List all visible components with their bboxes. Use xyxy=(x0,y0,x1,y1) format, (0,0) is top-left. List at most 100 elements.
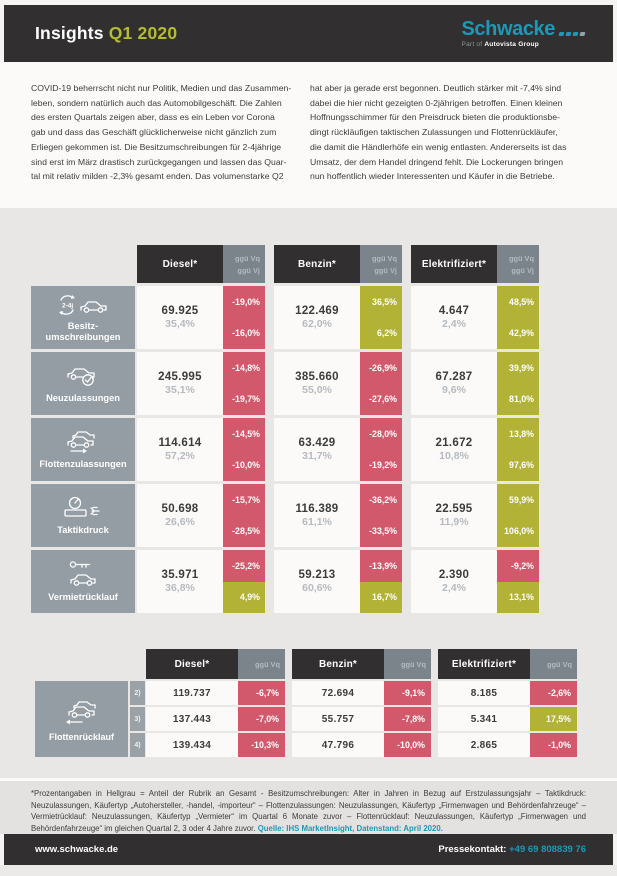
elektro-value-cell: 8.185 xyxy=(438,681,530,705)
page-title-main: Insights xyxy=(35,23,104,43)
row-number-badge: 4) xyxy=(130,733,145,757)
table2-header: Diesel* ggü Vq Benzin* ggü Vq Elektrifiz… xyxy=(146,649,617,679)
column-subheader-benzin: ggü Vq ggü Vj xyxy=(360,245,402,283)
benzin-value-cell: 116.389 61,1% xyxy=(274,484,360,547)
website-link[interactable]: www.schwacke.de xyxy=(35,844,119,855)
new-registration-icon xyxy=(67,368,95,387)
tactical-pressure-icon xyxy=(64,497,100,517)
source-note: Quelle: IHS MarketInsight, Datenstand: A… xyxy=(257,824,443,834)
schwacke-logo: Schwacke Part of Autovista Group xyxy=(461,18,586,48)
elektro-change-cell: 17,5% xyxy=(530,707,577,731)
elektro-change-cell: -1,0% xyxy=(530,733,577,757)
diesel-change-cell: -14,5% -10,0% xyxy=(223,418,265,481)
column-subheader-diesel: ggü Vq ggü Vj xyxy=(223,245,265,283)
benzin-change-cell: -26,9% -27,6% xyxy=(360,352,402,415)
elektro-value-cell: 5.341 xyxy=(438,707,530,731)
elektro-value-cell: 2.865 xyxy=(438,733,530,757)
diesel-value-cell: 69.925 35,4% xyxy=(137,286,223,349)
fleet-return-icon xyxy=(65,700,96,724)
tables-section: Diesel* ggü Vq ggü Vj Benzin* ggü Vq ggü… xyxy=(0,208,617,778)
brand-wordmark: Schwacke xyxy=(461,18,555,40)
elektro-value-cell: 21.672 10,8% xyxy=(411,418,497,481)
row-number-badge: 2) xyxy=(130,681,145,705)
elektro-change-cell: 59,9% 106,0% xyxy=(497,484,539,547)
diesel-value-cell: 139.434 xyxy=(146,733,238,757)
footnote-section: *Prozentangaben in Hellgrau = Anteil der… xyxy=(0,778,617,834)
table-row: Flottenzulassungen 114.614 57,2% -14,5% … xyxy=(31,418,617,481)
phone-link[interactable]: +49 69 808839 76 xyxy=(509,844,586,855)
benzin-change-cell: 36,5% 6,2% xyxy=(360,286,402,349)
table-row: 3) 137.443 -7,0% 55.757 -7,8% 5.341 17,5… xyxy=(130,707,584,731)
benzin-value-cell: 385.660 55,0% xyxy=(274,352,360,415)
benzin-value-cell: 122.469 62,0% xyxy=(274,286,360,349)
table-row: 4) 139.434 -10,3% 47.796 -10,0% 2.865 -1… xyxy=(130,733,584,757)
column-header-benzin: Benzin* xyxy=(292,649,384,679)
table-row: 2) 119.737 -6,7% 72.694 -9,1% 8.185 -2,6… xyxy=(130,681,584,705)
diesel-change-cell: -25,2% 4,9% xyxy=(223,550,265,613)
page-title: Insights Q1 2020 xyxy=(35,23,177,44)
diesel-value-cell: 119.737 xyxy=(146,681,238,705)
elektro-change-cell: -2,6% xyxy=(530,681,577,705)
ownership-transfer-icon: 2-4j xyxy=(59,295,107,315)
elektro-change-cell: 48,5% 42,9% xyxy=(497,286,539,349)
elektro-value-cell: 67.287 9,6% xyxy=(411,352,497,415)
table-row: Taktikdruck 50.698 26,6% -15,7% -28,5% 1… xyxy=(31,484,617,547)
elektro-change-cell: -9,2% 13,1% xyxy=(497,550,539,613)
benzin-value-cell: 59.213 60,6% xyxy=(274,550,360,613)
benzin-value-cell: 47.796 xyxy=(292,733,384,757)
diesel-change-cell: -10,3% xyxy=(238,733,285,757)
benzin-change-cell: -7,8% xyxy=(384,707,431,731)
column-subheader-diesel: ggü Vq xyxy=(238,649,285,679)
column-header-diesel: Diesel* xyxy=(137,245,223,283)
benzin-change-cell: -36,2% -33,5% xyxy=(360,484,402,547)
benzin-change-cell: -28,0% -19,2% xyxy=(360,418,402,481)
benzin-change-cell: -13,9% 16,7% xyxy=(360,550,402,613)
press-contact: Pressekontakt: +49 69 808839 76 xyxy=(438,844,586,855)
elektro-change-cell: 39,9% 81,0% xyxy=(497,352,539,415)
column-header-elektrifiziert: Elektrifiziert* xyxy=(438,649,530,679)
column-header-benzin: Benzin* xyxy=(274,245,360,283)
column-subheader-elektrifiziert: ggü Vq xyxy=(530,649,577,679)
footnote-text: *Prozentangaben in Hellgrau = Anteil der… xyxy=(31,789,586,834)
page-bottom-margin xyxy=(0,865,617,876)
table1-header: Diesel* ggü Vq ggü Vj Benzin* ggü Vq ggü… xyxy=(31,245,617,283)
column-header-elektrifiziert: Elektrifiziert* xyxy=(411,245,497,283)
diesel-value-cell: 114.614 57,2% xyxy=(137,418,223,481)
table-row: 2-4j Besitz- umschreibungen 69.925 35,4%… xyxy=(31,286,617,349)
benzin-value-cell: 72.694 xyxy=(292,681,384,705)
benzin-value-cell: 63.429 31,7% xyxy=(274,418,360,481)
benzin-change-cell: -10,0% xyxy=(384,733,431,757)
footer-bar: www.schwacke.de Pressekontakt: +49 69 80… xyxy=(4,834,613,865)
elektro-change-cell: 13,8% 97,6% xyxy=(497,418,539,481)
column-subheader-benzin: ggü Vq xyxy=(384,649,431,679)
table-row: Neuzulassungen 245.995 35,1% -14,8% -19,… xyxy=(31,352,617,415)
diesel-value-cell: 245.995 35,1% xyxy=(137,352,223,415)
row-number-badge: 3) xyxy=(130,707,145,731)
benzin-change-cell: -9,1% xyxy=(384,681,431,705)
intro-column-left: COVID-19 beherrscht nicht nur Politik, M… xyxy=(31,83,292,182)
row-label-flottenzulassungen: Flottenzulassungen xyxy=(31,418,135,481)
diesel-value-cell: 50.698 26,6% xyxy=(137,484,223,547)
column-subheader-elektrifiziert: ggü Vq ggü Vj xyxy=(497,245,539,283)
page-title-accent: Q1 2020 xyxy=(108,23,178,43)
elektro-value-cell: 4.647 2,4% xyxy=(411,286,497,349)
brand-dots-icon xyxy=(558,31,586,35)
table-row: Vermietrücklauf 35.971 36,8% -25,2% 4,9%… xyxy=(31,550,617,613)
row-label-taktikdruck: Taktikdruck xyxy=(31,484,135,547)
fleet-registration-icon xyxy=(67,431,95,454)
intro-column-right: hat aber ja gerade erst begonnen. Deutli… xyxy=(310,83,567,182)
diesel-change-cell: -19,0% -16,0% xyxy=(223,286,265,349)
diesel-change-cell: -14,8% -19,7% xyxy=(223,352,265,415)
row-label-flottenruecklauf: Flottenrücklauf xyxy=(35,681,128,757)
rental-return-icon xyxy=(69,561,96,587)
header-bar: Insights Q1 2020 Schwacke Part of Autovi… xyxy=(4,5,613,62)
diesel-change-cell: -6,7% xyxy=(238,681,285,705)
diesel-value-cell: 137.443 xyxy=(146,707,238,731)
row-label-vermietruecklauf: Vermietrücklauf xyxy=(31,550,135,613)
table2: Diesel* ggü Vq Benzin* ggü Vq Elektrifiz… xyxy=(35,649,617,757)
intro-section: COVID-19 beherrscht nicht nur Politik, M… xyxy=(0,62,617,208)
elektro-value-cell: 22.595 11,9% xyxy=(411,484,497,547)
column-header-diesel: Diesel* xyxy=(146,649,238,679)
diesel-change-cell: -7,0% xyxy=(238,707,285,731)
